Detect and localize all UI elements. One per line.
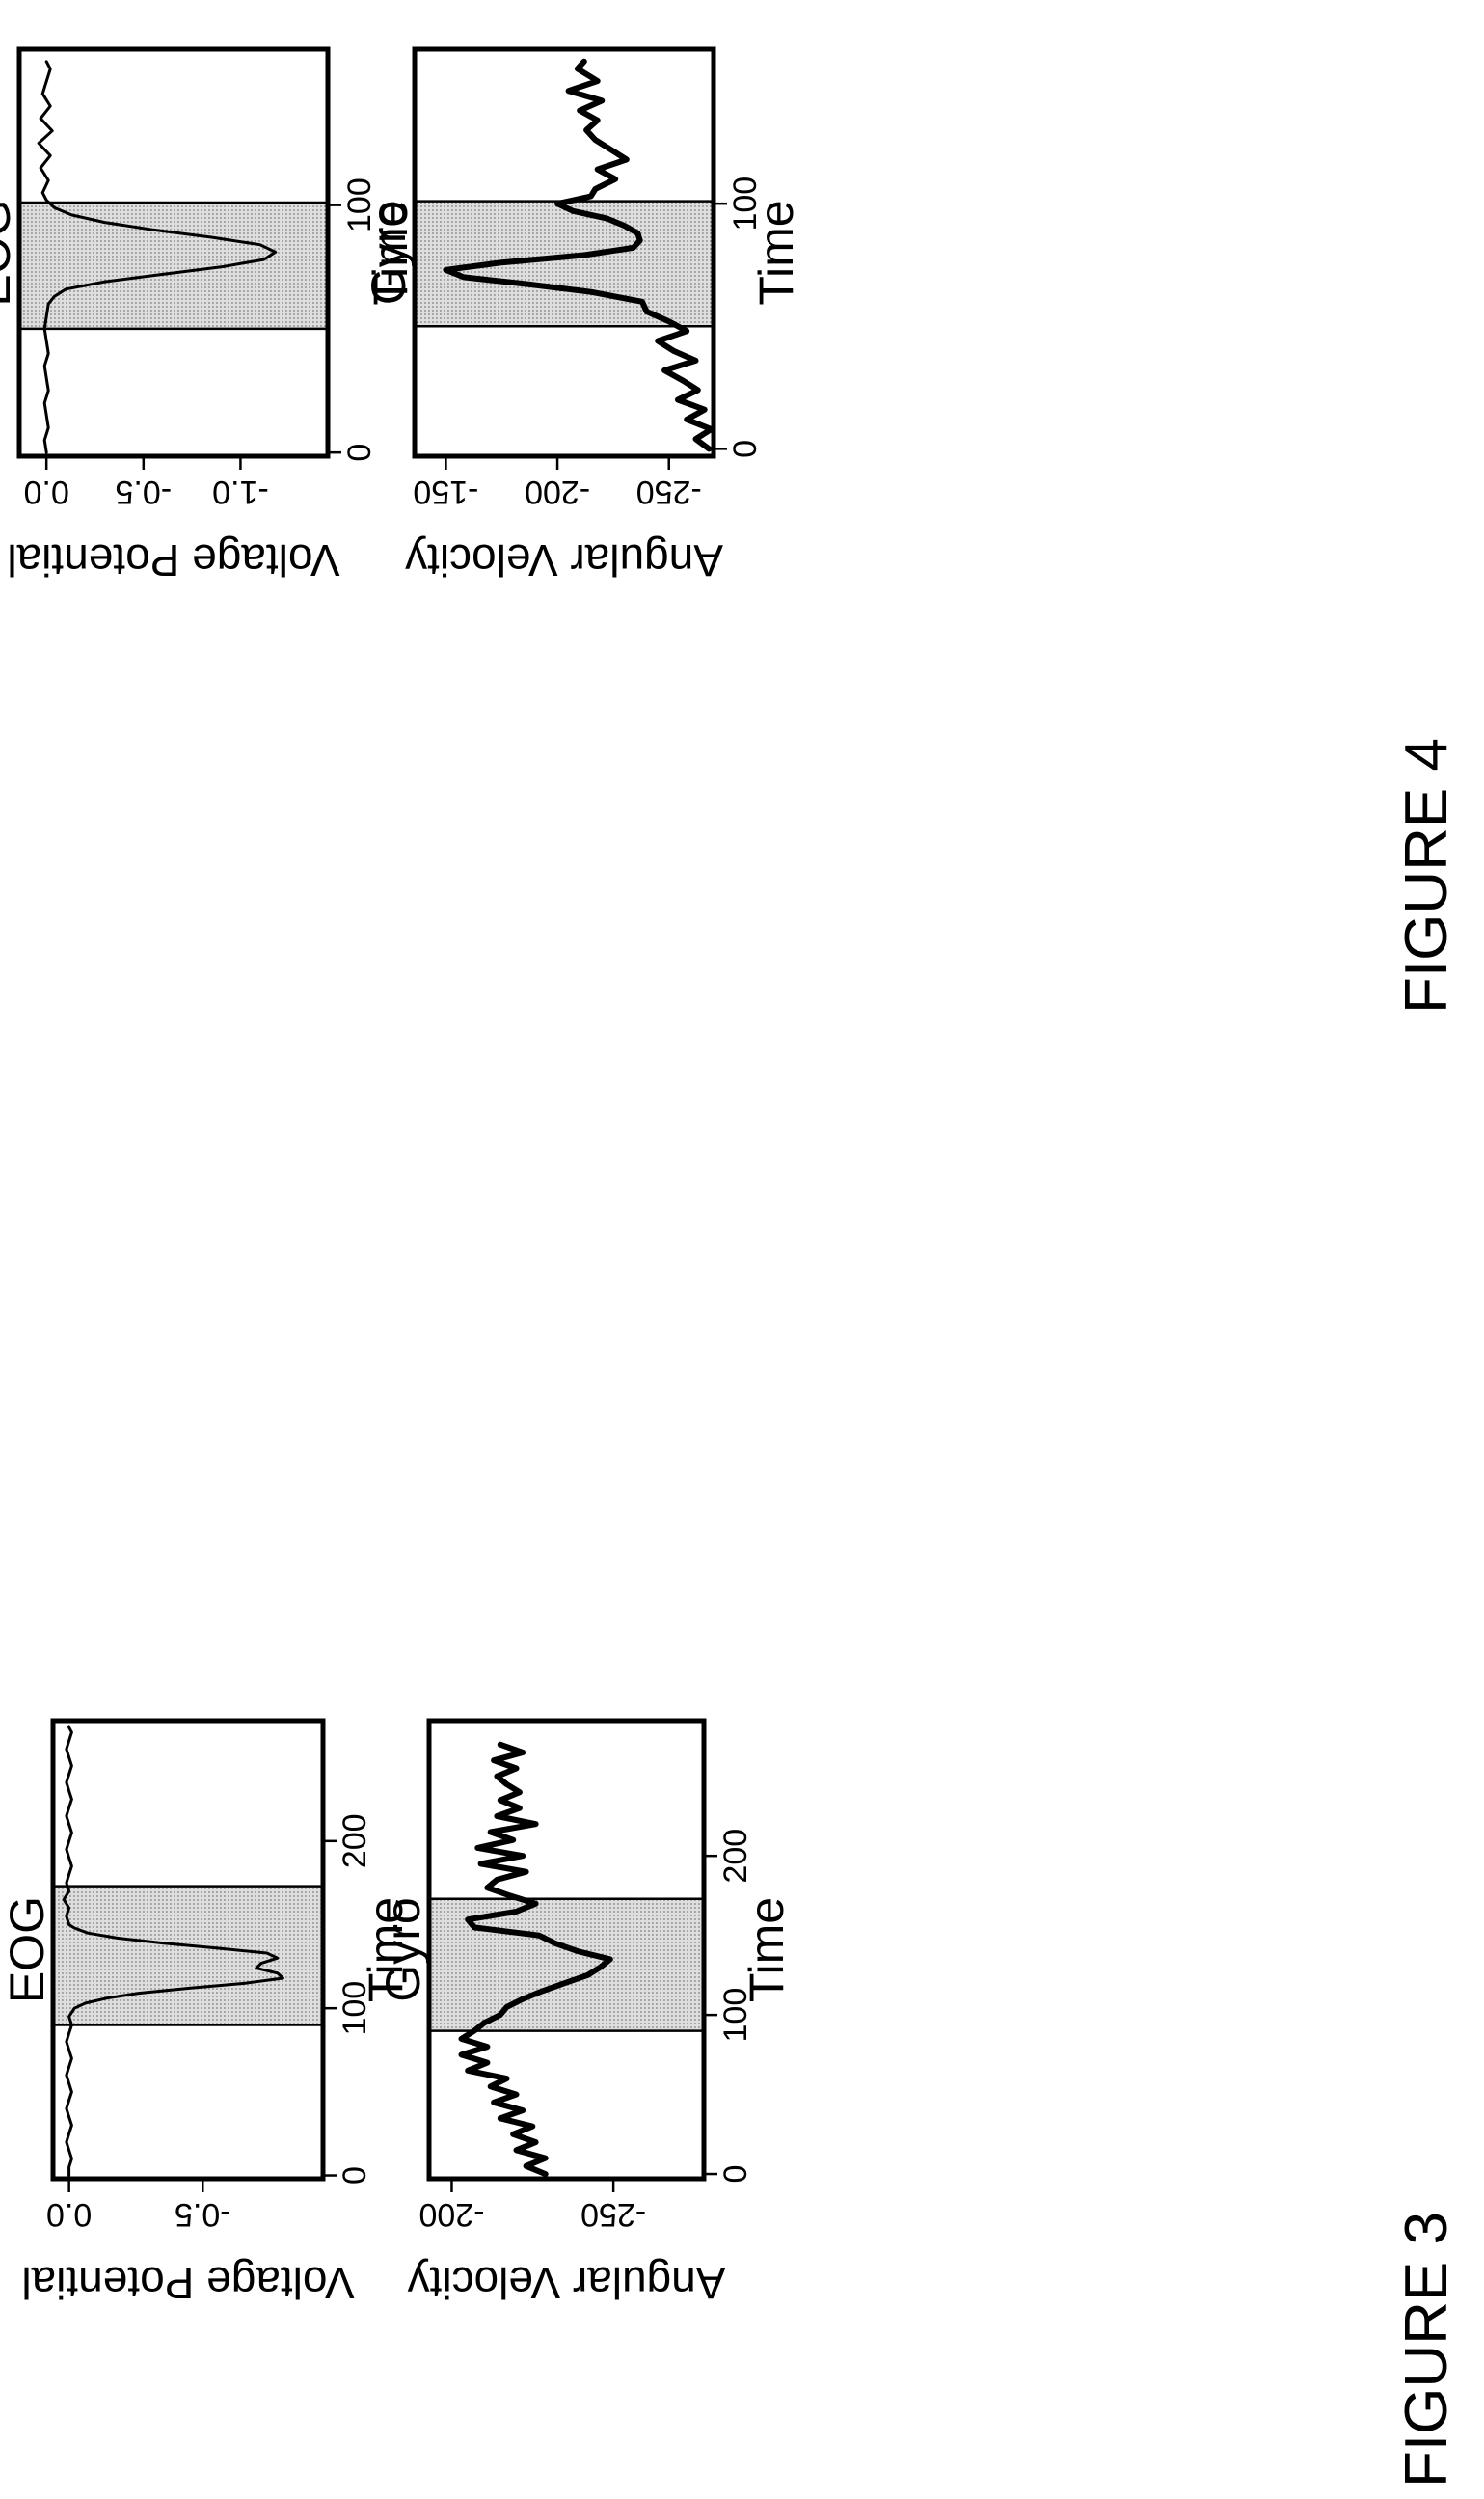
fig4-eog-ylabel: Voltage Potential [7, 535, 339, 585]
fig3-eog-ylabel: Voltage Potential [21, 2258, 354, 2308]
fig4-gyro-xtick-label-1: 100 [727, 177, 764, 231]
fig3-eog-ytick-label-0: 0.0 [46, 2196, 92, 2233]
figure-4-caption: FIGURE 4 [1393, 738, 1460, 1014]
fig3-gyro-plot-frame [426, 1718, 707, 2182]
fig4-gyro-ytick-label-1: -200 [525, 474, 590, 510]
fig4-eog-ytick-label-1: -0.5 [116, 474, 173, 510]
fig3-eog-xlabel: Time [359, 1897, 413, 2002]
fig4-gyro-xlabel: Time [749, 200, 803, 305]
fig3-gyro-ytick-label-1: -250 [580, 2196, 646, 2233]
fig3-eog-title: EOG [0, 1896, 54, 2003]
fig4-eog-xtick-label-0: 0 [341, 444, 378, 462]
fig3-eog-xtick-label-2: 200 [337, 1813, 373, 1868]
fig4-gyro-plot-frame [412, 46, 716, 459]
fig4-eog-ytick-label-0: 0.0 [24, 474, 69, 510]
fig4-eog-title: EOG [0, 199, 20, 306]
fig4-gyro-ylabel: Angular Velocity [405, 535, 723, 585]
fig3-gyro-ytick-label-0: -200 [418, 2196, 484, 2233]
fig3-gyro-xtick-label-2: 200 [717, 1829, 754, 1884]
fig3-gyro-xlabel: Time [740, 1897, 794, 2002]
fig4-eog-highlight-band [19, 203, 328, 329]
fig3-gyro-xtick-label-0: 0 [717, 2165, 754, 2184]
fig3-gyro-xtick-label-1: 100 [717, 1988, 754, 2043]
figure-3-caption: FIGURE 3 [1393, 2212, 1460, 2487]
fig3-eog-xtick-label-0: 0 [337, 2166, 373, 2185]
fig3-eog-ytick-label-1: -0.5 [175, 2196, 231, 2233]
fig3-gyro-series-line-0 [458, 1741, 613, 2178]
fig3-eog-series-line-0 [62, 1725, 284, 2177]
fig3-gyro-title: Gyro [376, 1897, 430, 2001]
fig4-gyro-title: Gyro [362, 201, 416, 305]
fig4-gyro-ytick-label-0: -150 [413, 474, 478, 510]
fig4-gyro-ytick-label-2: -250 [636, 474, 702, 510]
fig4-gyro-series-line-0 [443, 58, 715, 452]
fig4-eog-plot-frame [16, 46, 331, 459]
rotated-figure-scene: FIGURE 3 FIGURE 4 EOG 0 100 200 Time 0.0 -0.5 V… [0, 46, 1460, 2487]
fig3-eog-panel: EOG 0 100 200 Time 0.0 -0.5 Voltage Potential [0, 1718, 413, 2308]
fig4-gyro-xtick-label-0: 0 [727, 440, 764, 458]
fig3-gyro-panel: Gyro 0 100 200 Time -200 -250 Angular Velocity [376, 1718, 794, 2308]
fig4-eog-xlabel: Time [364, 200, 418, 305]
fig4-eog-xtick-label-1: 100 [341, 177, 378, 232]
fig4-eog-series-line-0 [37, 60, 278, 454]
fig4-eog-ytick-label-2: -1.0 [212, 474, 269, 510]
fig3-gyro-ylabel: Angular Velocity [408, 2258, 726, 2308]
fig3-eog-highlight-band [53, 1886, 323, 2025]
fig3-eog-plot-frame [50, 1718, 326, 2182]
fig4-gyro-highlight-band [415, 201, 714, 327]
fig3-eog-xtick-label-1: 100 [337, 1981, 373, 2036]
